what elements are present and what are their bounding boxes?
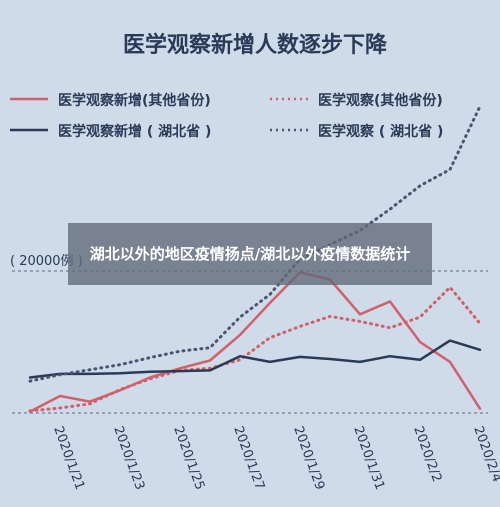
legend-label-1: 医学观察(其他省份): [318, 92, 443, 109]
image-caption-overlay: 湖北以外的地区疫情扬点/湖北以外疫情数据统计: [68, 223, 432, 285]
legend-label-0: 医学观察新增(其他省份): [58, 92, 211, 109]
x-tick-label-4: 2020/1/29: [290, 424, 327, 492]
series-line-2: [28, 339, 482, 379]
series-line-0: [28, 271, 482, 413]
x-tick-label-0: 2020/1/21: [50, 424, 87, 492]
gridlines: [12, 270, 488, 414]
x-tick-label-3: 2020/1/27: [230, 424, 267, 492]
series-line-1: [28, 285, 482, 413]
chart-title: 医学观察新增人数逐步下降: [123, 32, 388, 58]
x-tick-label-5: 2020/1/31: [350, 424, 387, 492]
x-tick-label-7: 2020/2/4: [470, 424, 500, 484]
x-tick-label-6: 2020/2/2: [410, 424, 444, 484]
y-unit-label: ( 20000例 ): [10, 254, 83, 269]
x-ticks: 2020/1/21 2020/1/23 2020/1/25 2020/1/27 2020…: [50, 424, 500, 492]
series-layer: [28, 104, 482, 413]
x-tick-label-2: 2020/1/25: [170, 424, 207, 492]
legend-label-2: 医学观察新增 ( 湖北省 ): [58, 123, 211, 140]
legend: 医学观察新增(其他省份) 医学观察(其他省份) 医学观察新增 ( 湖北省 ) 医…: [10, 92, 443, 140]
legend-label-3: 医学观察 ( 湖北省 ): [318, 123, 443, 140]
series-line-3: [28, 104, 482, 383]
x-tick-label-1: 2020/1/23: [110, 424, 147, 492]
